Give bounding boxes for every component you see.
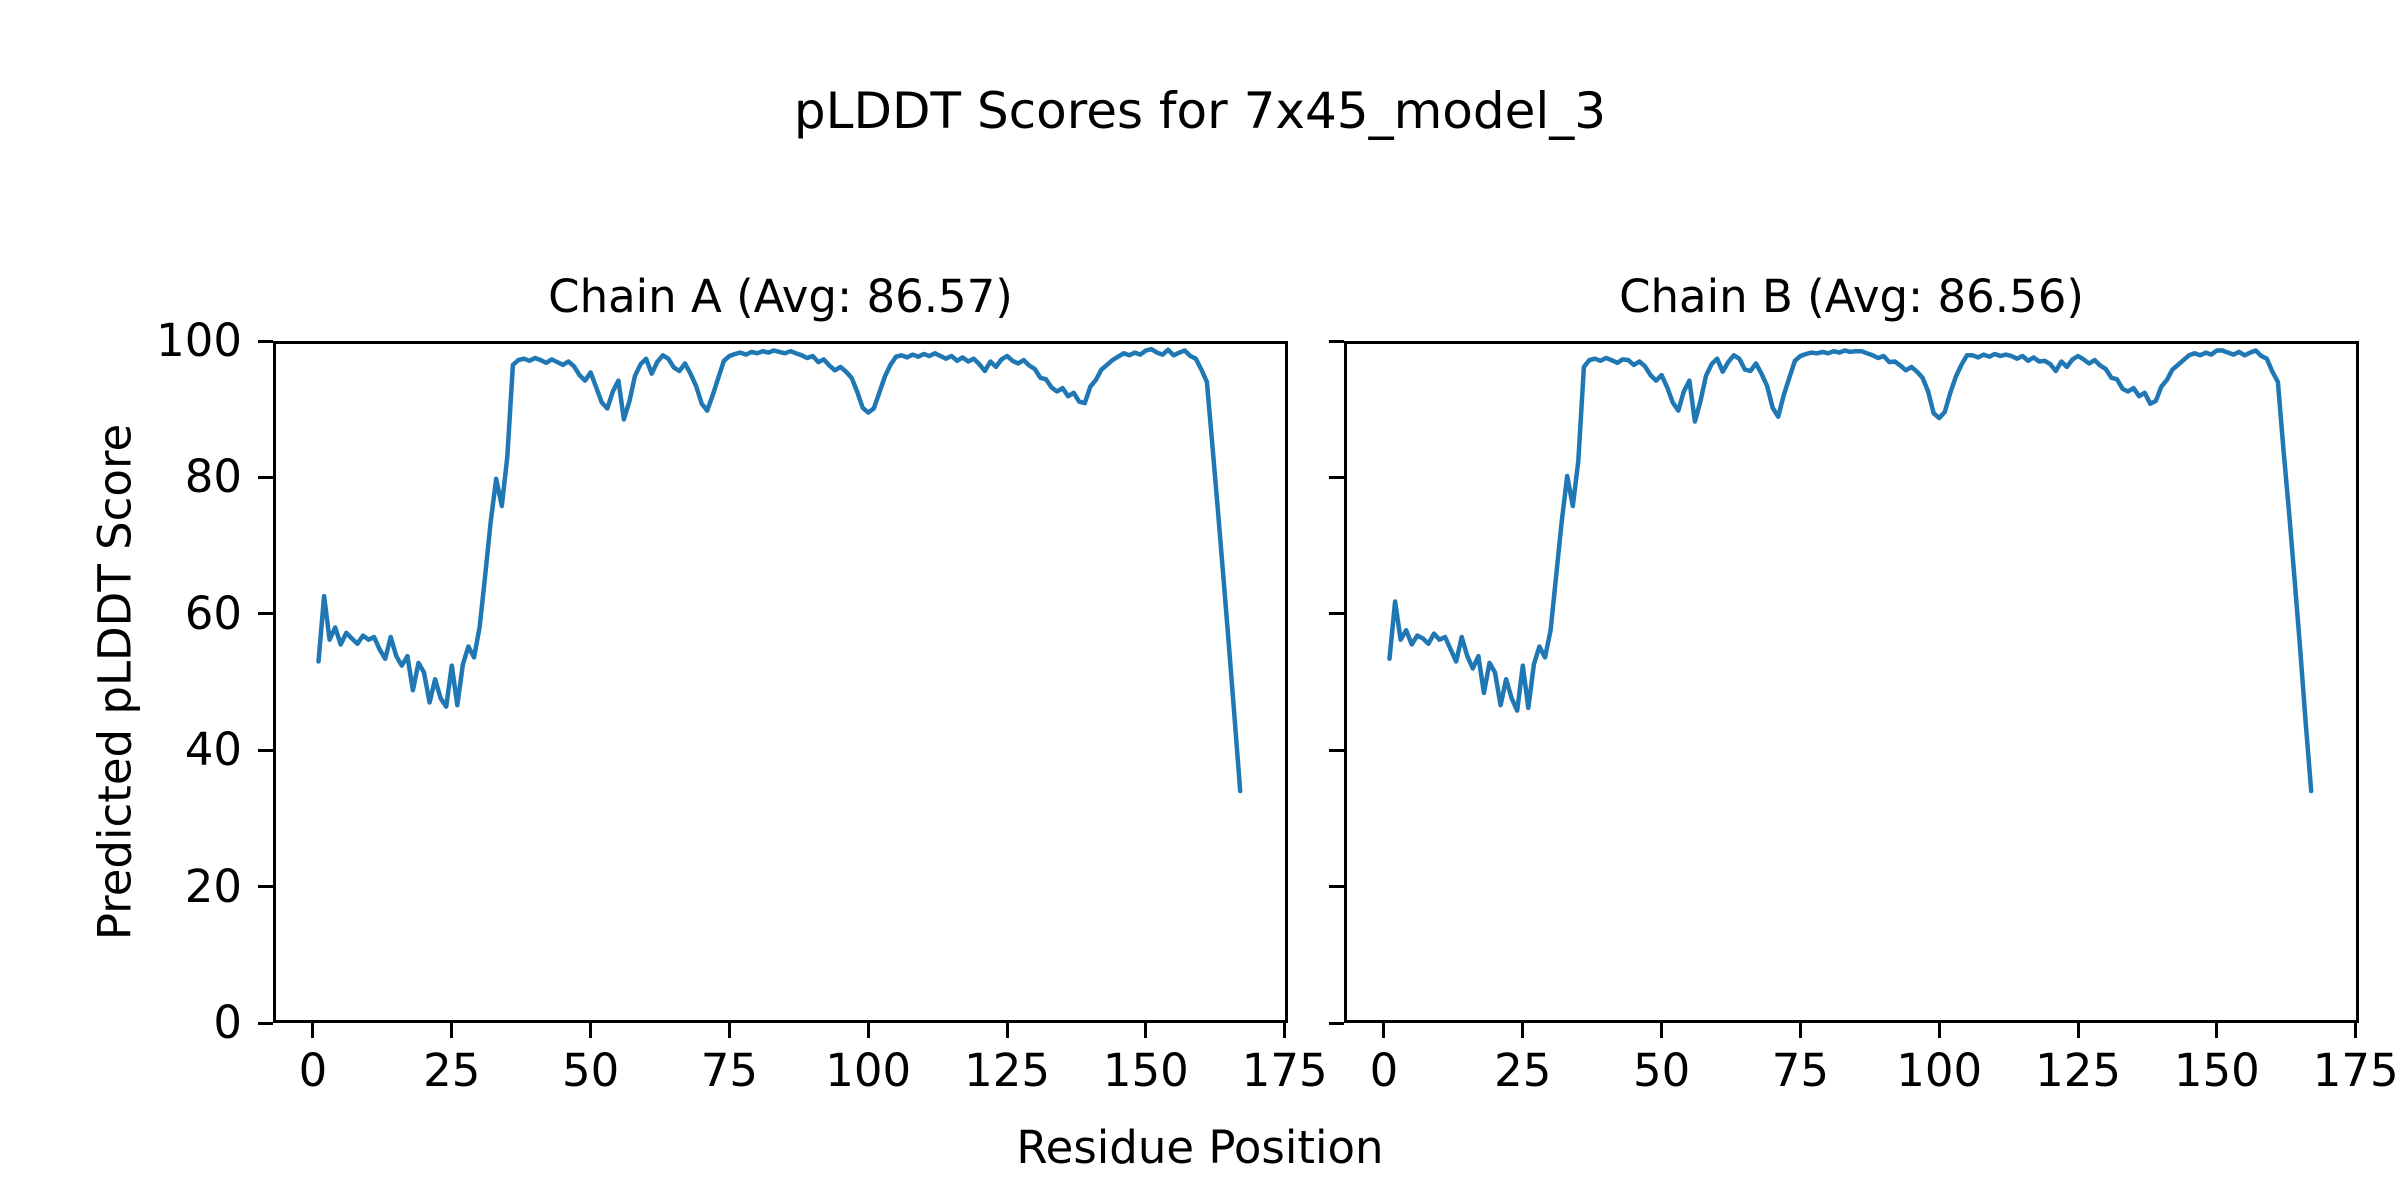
x-tick-label: 125 — [2035, 1044, 2121, 1097]
x-tick-label: 175 — [1241, 1044, 1328, 1097]
x-tick-mark — [589, 1023, 593, 1038]
x-tick-label: 100 — [825, 1044, 912, 1097]
subplot-title-chain-b: Chain B (Avg: 86.56) — [1619, 270, 2084, 323]
x-tick-mark — [1660, 1023, 1664, 1038]
x-tick-label: 125 — [964, 1044, 1050, 1097]
x-tick-mark — [1798, 1023, 1802, 1038]
plddt-line-chart — [273, 341, 1288, 1023]
y-tick-mark — [258, 475, 273, 479]
y-tick-label: 40 — [184, 723, 242, 777]
x-tick-mark — [311, 1023, 315, 1038]
y-tick-mark — [258, 1021, 273, 1025]
x-tick-label: 0 — [1369, 1044, 1399, 1097]
x-tick-label: 150 — [2173, 1044, 2260, 1097]
y-tick-mark — [1329, 475, 1344, 479]
y-tick-mark — [1329, 748, 1344, 752]
x-tick-label: 50 — [1632, 1044, 1691, 1097]
x-tick-label: 75 — [700, 1044, 759, 1097]
subplot-title-chain-a: Chain A (Avg: 86.57) — [548, 270, 1013, 323]
subplot-chain-a: 0 25 50 75 100 125 150 175 0 20 40 60 80 100 — [156, 314, 1328, 1097]
y-axis-label: Predicted pLDDT Score — [88, 423, 142, 941]
x-tick-mark — [1283, 1023, 1287, 1038]
x-tick-mark — [866, 1023, 870, 1038]
x-tick-label: 25 — [1494, 1044, 1552, 1097]
axes-frame — [273, 341, 1288, 1023]
y-tick-mark — [1329, 885, 1344, 889]
x-tick-mark — [1144, 1023, 1148, 1038]
y-tick-mark — [258, 612, 273, 616]
y-tick-mark — [1329, 612, 1344, 616]
axes-frame — [1344, 341, 2359, 1023]
y-tick-label: 80 — [184, 450, 242, 504]
y-tick-mark — [258, 339, 273, 343]
x-tick-mark — [727, 1023, 731, 1038]
y-tick-label: 20 — [184, 859, 242, 913]
x-axis-label: Residue Position — [1016, 1121, 1384, 1174]
y-tick-mark — [258, 748, 273, 752]
x-tick-mark — [1521, 1023, 1525, 1038]
plddt-line-chart — [1344, 341, 2359, 1023]
x-tick-label: 100 — [1896, 1044, 1983, 1097]
subplot-chain-b: 0 25 50 75 100 125 150 175 — [1329, 339, 2399, 1097]
figure-title: pLDDT Scores for 7x45_model_3 — [793, 82, 1607, 140]
x-tick-mark — [1937, 1023, 1941, 1038]
x-tick-label: 75 — [1771, 1044, 1830, 1097]
x-tick-label: 25 — [423, 1044, 481, 1097]
y-tick-label: 100 — [156, 314, 242, 367]
x-tick-mark — [450, 1023, 454, 1038]
y-tick-label: 60 — [184, 586, 242, 640]
x-tick-label: 175 — [2312, 1044, 2399, 1097]
x-tick-label: 0 — [298, 1044, 328, 1097]
x-tick-label: 150 — [1102, 1044, 1189, 1097]
plddt-line — [316, 346, 1243, 794]
y-tick-mark — [258, 885, 273, 889]
x-tick-mark — [2354, 1023, 2358, 1038]
x-tick-mark — [1382, 1023, 1386, 1038]
x-tick-label: 50 — [561, 1044, 620, 1097]
y-tick-label: 0 — [213, 996, 242, 1049]
plddt-line — [1387, 348, 2314, 794]
x-tick-mark — [2215, 1023, 2219, 1038]
y-tick-mark — [1329, 1021, 1344, 1025]
x-tick-mark — [2076, 1023, 2080, 1038]
x-tick-mark — [1005, 1023, 1009, 1038]
y-tick-mark — [1329, 339, 1344, 343]
